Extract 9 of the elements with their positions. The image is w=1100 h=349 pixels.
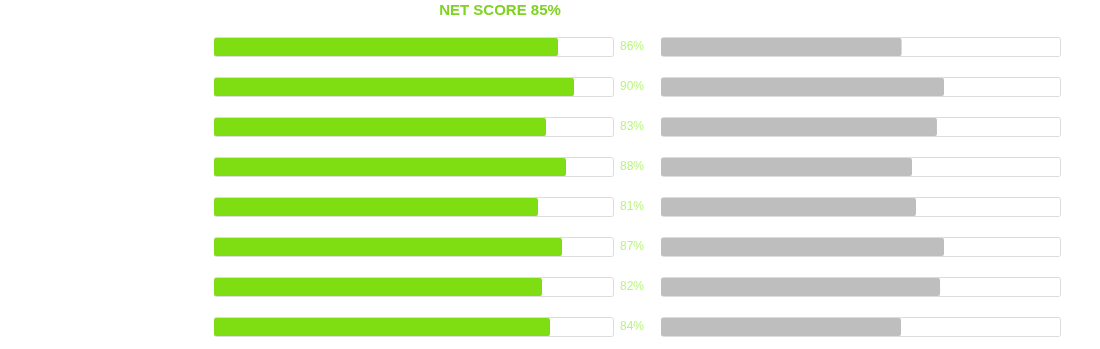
chart-title: NET SCORE 85% xyxy=(438,0,562,20)
data-label: 81% xyxy=(620,199,645,214)
data-label: 84% xyxy=(620,319,645,334)
data-label: 88% xyxy=(620,159,645,174)
data-label: 87% xyxy=(620,239,645,254)
data-label: 83% xyxy=(620,119,645,134)
data-label: 82% xyxy=(620,279,645,294)
data-label: 90% xyxy=(620,79,645,94)
data-label: 86% xyxy=(620,39,645,54)
